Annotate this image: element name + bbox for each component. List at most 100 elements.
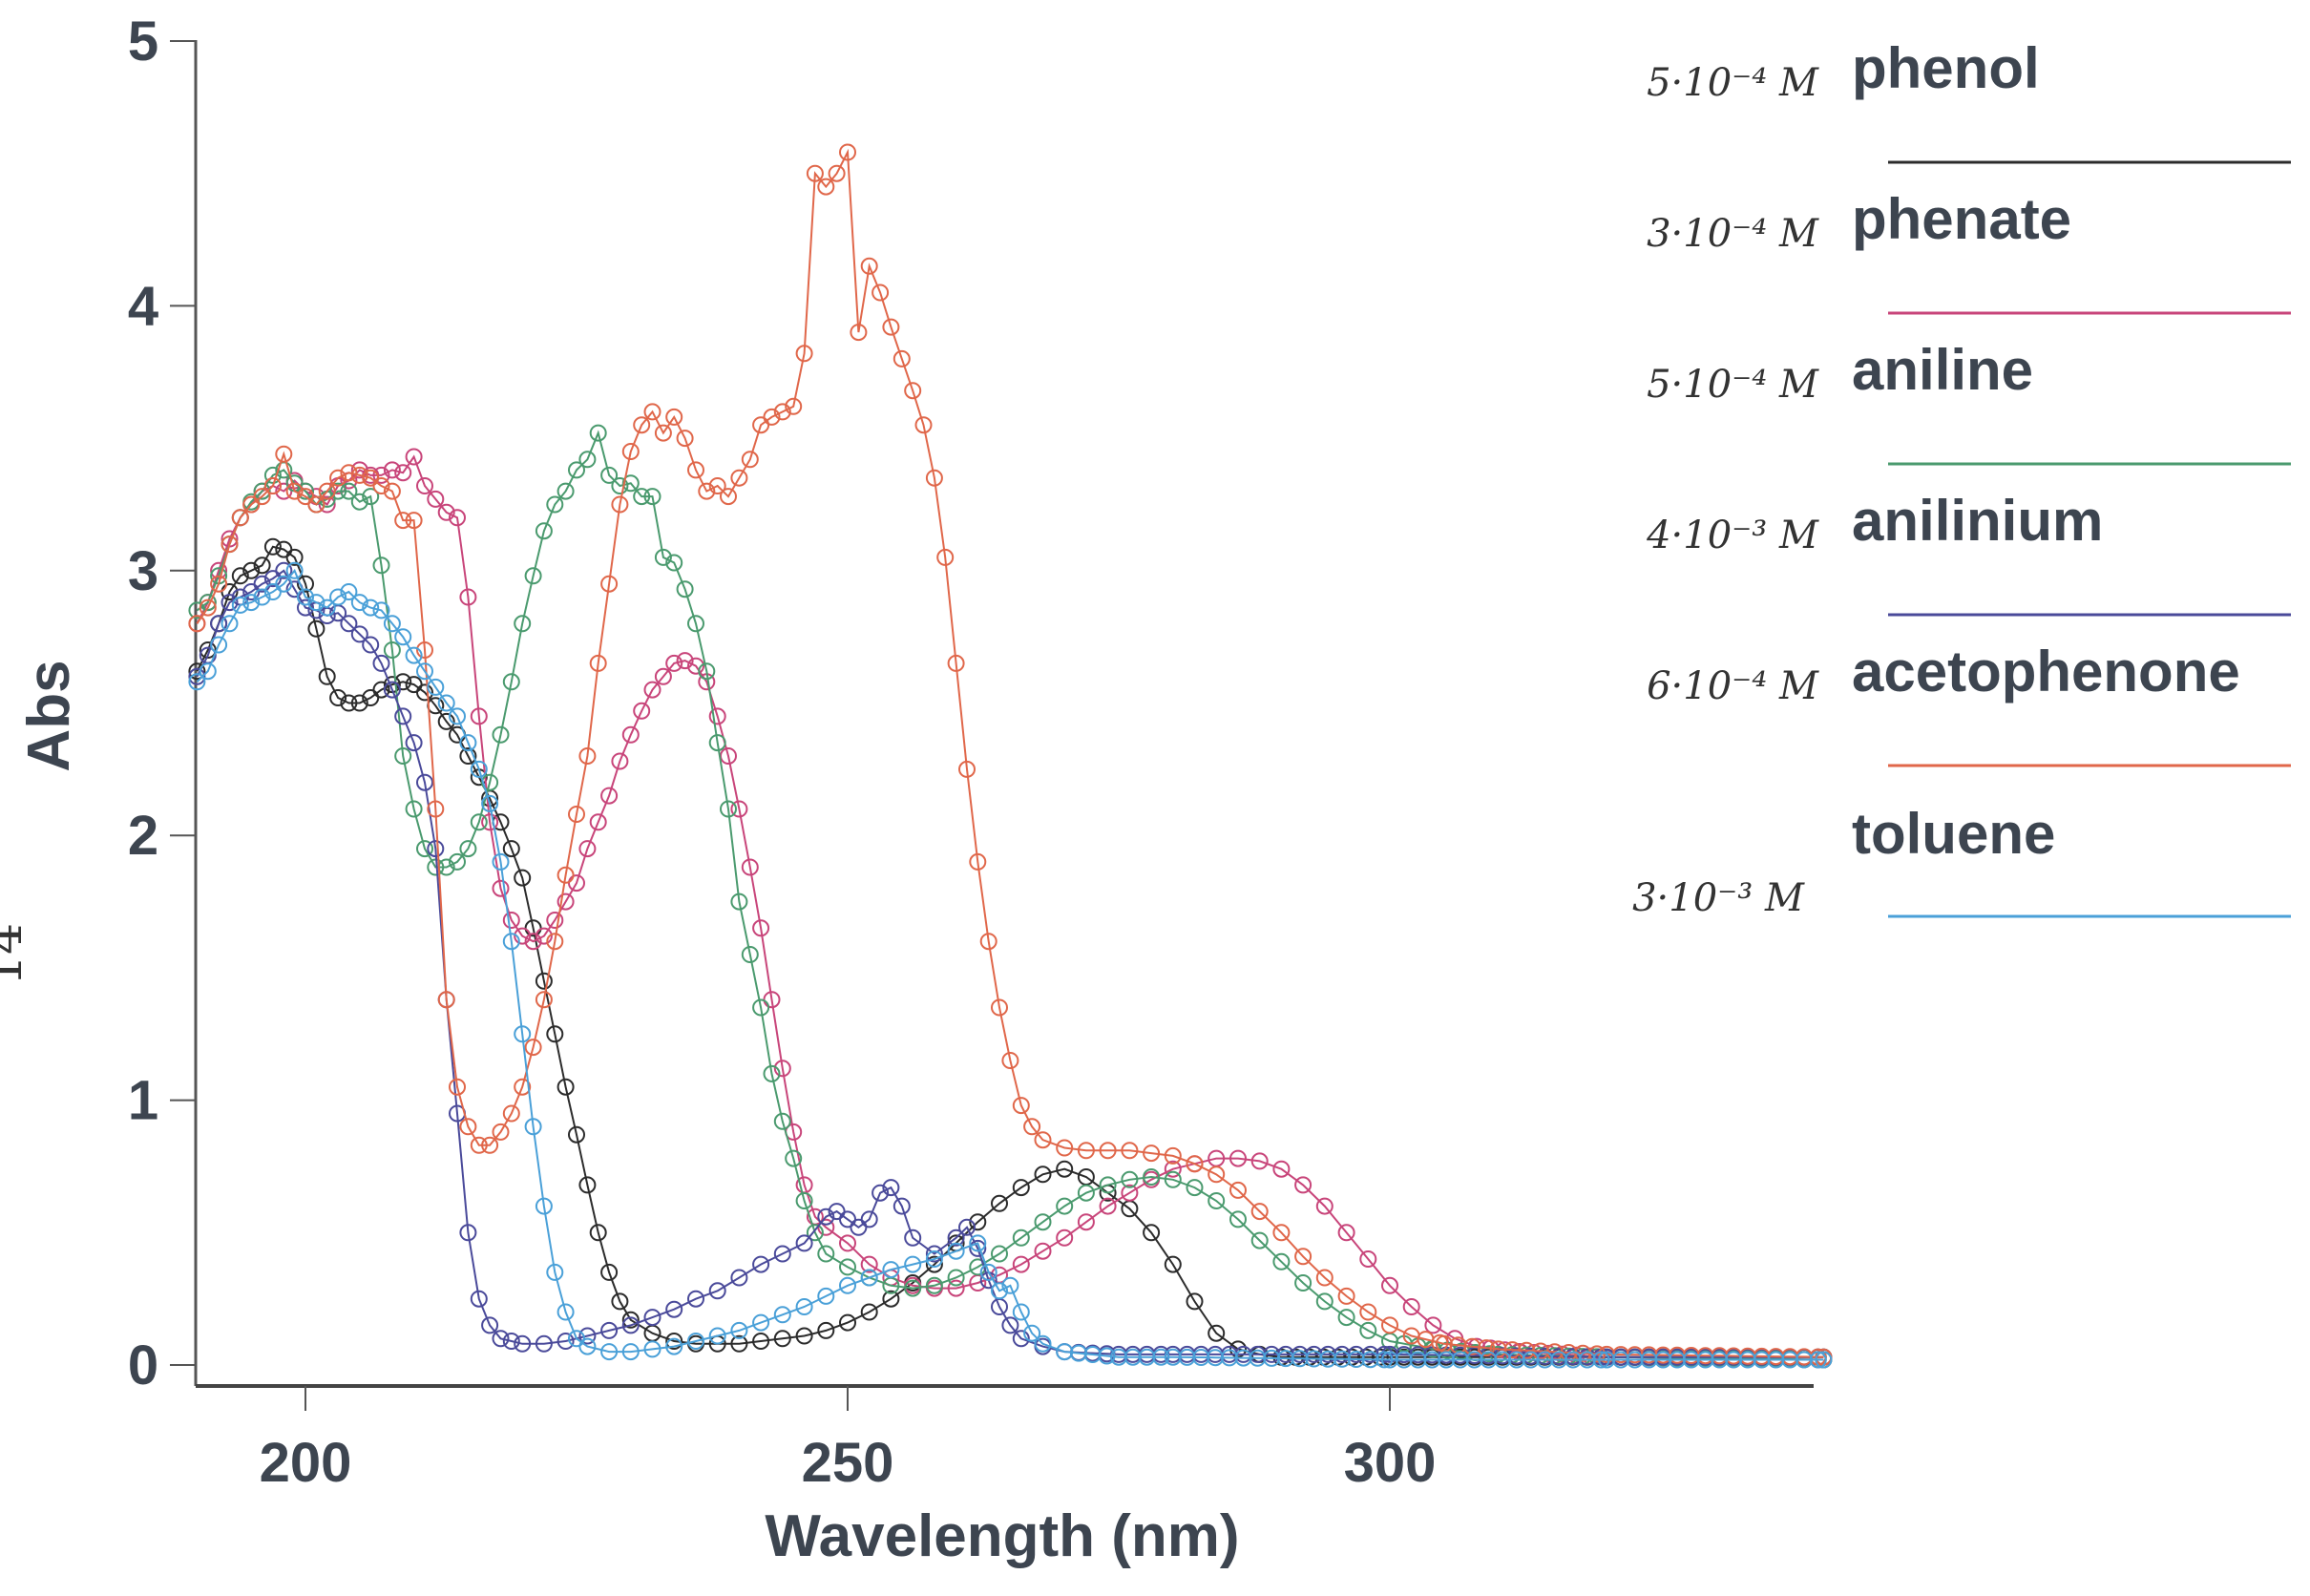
data-point [383, 681, 401, 699]
data-point [1250, 1203, 1269, 1221]
data-point [676, 580, 694, 598]
data-point [383, 641, 401, 659]
data-point [263, 477, 282, 494]
data-point [502, 673, 520, 691]
data-point [1056, 1160, 1074, 1178]
data-point [1612, 1351, 1629, 1369]
data-point [969, 852, 987, 871]
legend-item-acetophenone: acetophenone 6·10⁻⁴ M [1647, 640, 2291, 767]
data-point [643, 403, 662, 421]
data-point [220, 594, 239, 612]
data-point [1012, 1097, 1030, 1115]
data-point [1536, 1351, 1554, 1369]
data-point [1409, 1351, 1427, 1369]
data-point [329, 588, 347, 606]
data-point [1578, 1351, 1596, 1369]
data-point [307, 594, 326, 612]
data-point [1753, 1351, 1771, 1369]
data-point [1767, 1351, 1785, 1369]
data-point [394, 707, 412, 725]
x-tick-label: 200 [260, 1432, 352, 1494]
data-point [1337, 1224, 1355, 1242]
data-point [329, 482, 347, 500]
data-point [860, 1255, 878, 1273]
data-point [1376, 1351, 1394, 1369]
data-point [773, 1330, 791, 1348]
data-point [806, 164, 824, 182]
data-point [318, 482, 336, 500]
data-point [1249, 1349, 1267, 1367]
data-point [621, 1343, 640, 1361]
data-point [773, 1112, 791, 1130]
data-point [524, 1118, 542, 1136]
data-point [1381, 1276, 1398, 1294]
data-point [1522, 1351, 1540, 1369]
data-point [752, 919, 770, 937]
data-point [687, 1290, 704, 1308]
data-point [416, 840, 433, 858]
data-point [969, 1213, 987, 1231]
data-point [578, 1176, 597, 1194]
data-point [556, 482, 575, 500]
series-line-toluene [196, 568, 1824, 1361]
data-point [665, 554, 683, 572]
data-point [1099, 1176, 1117, 1194]
data-point [340, 482, 358, 500]
data-point [947, 1279, 965, 1297]
data-point [1229, 1181, 1247, 1199]
data-point [925, 1276, 943, 1294]
data-point [253, 588, 271, 606]
data-point [210, 636, 228, 654]
data-point [1164, 1160, 1182, 1178]
data-point [611, 1292, 629, 1311]
data-point [643, 681, 662, 699]
data-point [437, 991, 455, 1009]
data-point [1738, 1351, 1756, 1369]
data-point [730, 469, 748, 487]
data-point [340, 615, 358, 633]
data-point [231, 567, 249, 585]
data-point [958, 1218, 976, 1236]
data-point [372, 654, 390, 672]
data-point [394, 464, 412, 482]
legend-label: aniline [1852, 338, 2033, 402]
data-point [1012, 1303, 1030, 1321]
x-ticks: 200 250 300 [260, 1386, 1436, 1494]
data-point [969, 1239, 987, 1257]
data-point [752, 998, 770, 1017]
data-point [654, 667, 672, 685]
data-point [1518, 1341, 1536, 1359]
data-point [514, 1078, 532, 1096]
x-axis-title: Wavelength (nm) [765, 1503, 1239, 1569]
data-point [405, 646, 423, 664]
data-point [1207, 1349, 1225, 1367]
series-line-acetophenone [196, 148, 1824, 1358]
data-point [914, 416, 933, 434]
data-point [904, 1255, 922, 1273]
data-point [1272, 1224, 1291, 1242]
data-point [372, 681, 390, 699]
data-point [589, 654, 607, 672]
data-point [730, 1321, 748, 1339]
data-point [546, 933, 564, 951]
data-point [1438, 1351, 1456, 1369]
data-point [210, 575, 228, 593]
data-point [394, 512, 412, 530]
data-point [817, 1208, 835, 1226]
data-point [372, 556, 390, 575]
data-point [1294, 1274, 1312, 1292]
x-tick-label: 250 [802, 1432, 894, 1494]
data-point [947, 1269, 965, 1287]
data-point [1669, 1351, 1686, 1369]
y-ticks: 0 1 2 3 4 5 [128, 10, 196, 1396]
data-point [969, 1258, 987, 1276]
data-point [904, 1228, 922, 1247]
data-point [188, 673, 206, 691]
data-point [1208, 1166, 1226, 1184]
data-point [297, 482, 314, 500]
legend-label: phenol [1852, 36, 2040, 100]
data-point [481, 794, 499, 812]
data-point [600, 575, 619, 593]
data-point [633, 702, 651, 720]
data-point [1250, 1152, 1269, 1170]
